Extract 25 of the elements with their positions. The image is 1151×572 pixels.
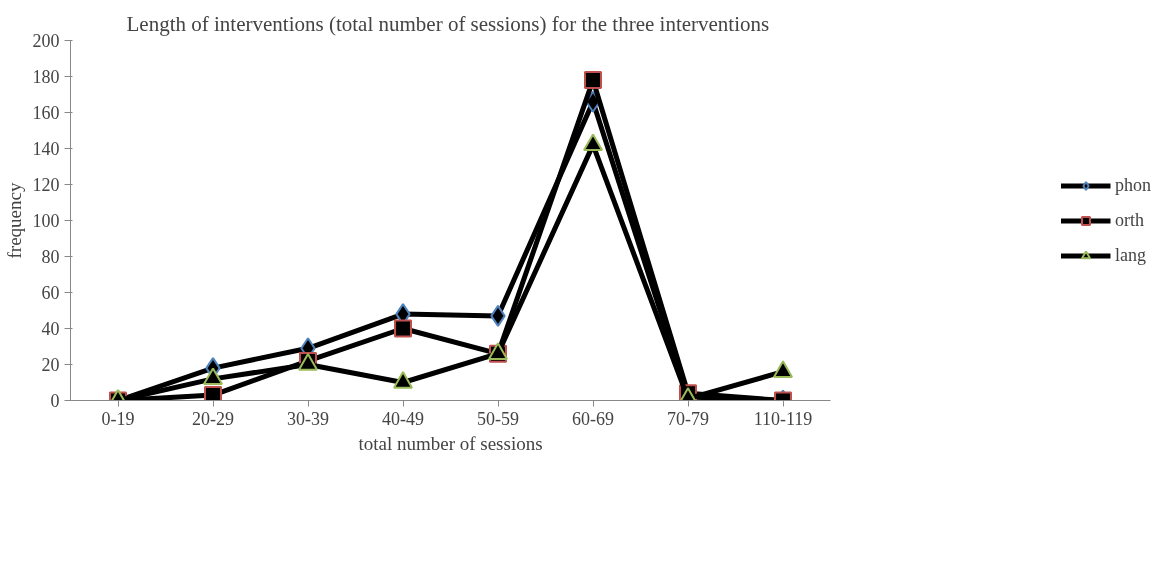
y-tick-label: 60 <box>41 283 60 303</box>
y-tick-label: 200 <box>32 31 60 51</box>
y-tick-label: 80 <box>41 247 60 267</box>
x-tick-label: 50-59 <box>477 408 519 429</box>
y-tick-label: 40 <box>41 319 60 339</box>
x-tick-label: 110-119 <box>753 408 813 429</box>
x-axis-title: total number of sessions <box>358 432 543 454</box>
legend-label: lang <box>1115 244 1146 266</box>
x-tick-label: 70-79 <box>667 408 709 429</box>
chart-title: Length of interventions (total number of sessions) for the three interventions <box>126 11 770 36</box>
x-tick-label: 60-69 <box>572 408 614 429</box>
y-axis-title: frequency <box>3 182 25 259</box>
y-tick-label: 180 <box>32 67 60 87</box>
y-tick-label: 0 <box>50 391 60 411</box>
x-tick-label: 40-49 <box>382 408 424 429</box>
y-tick-label: 120 <box>32 175 60 195</box>
y-tick-label: 100 <box>32 211 60 231</box>
y-tick-label: 20 <box>41 355 60 375</box>
x-tick-label: 20-29 <box>192 408 234 429</box>
x-tick-label: 30-39 <box>287 408 329 429</box>
y-tick-label: 140 <box>32 139 60 159</box>
x-tick-label: 0-19 <box>101 408 135 429</box>
legend-label: phon <box>1115 174 1151 196</box>
y-tick-label: 160 <box>32 103 60 123</box>
legend-label: orth <box>1115 209 1144 231</box>
